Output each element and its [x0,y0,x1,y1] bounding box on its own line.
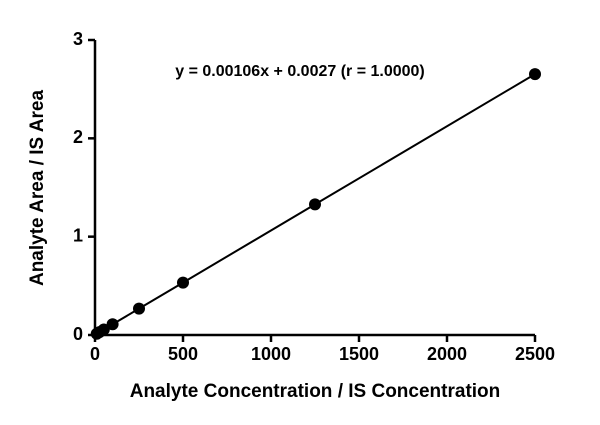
point [309,198,321,211]
x-tick-label: 0 [90,344,100,364]
y-tick-label: 3 [73,29,83,49]
annotation: y = 0.00106x + 0.0027 (r = 1.0000) [175,63,425,80]
point [106,318,119,331]
y-tick-label: 1 [73,225,83,245]
x-axis-label: Analyte Concentration / IS Concentration [130,381,501,402]
y-axis-label: Analyte Area / IS Area [27,90,48,287]
point [529,68,541,81]
y-tick-label: 0 [73,324,83,344]
point [177,276,189,289]
x-tick-label: 500 [168,344,198,364]
point [97,323,110,336]
point [133,302,145,315]
x-tick-label: 1500 [339,344,379,364]
x-tick-label: 2500 [515,344,555,364]
x-tick-label: 2000 [427,344,467,364]
x-tick-label: 1000 [251,344,291,364]
y-tick-label: 2 [73,127,83,147]
